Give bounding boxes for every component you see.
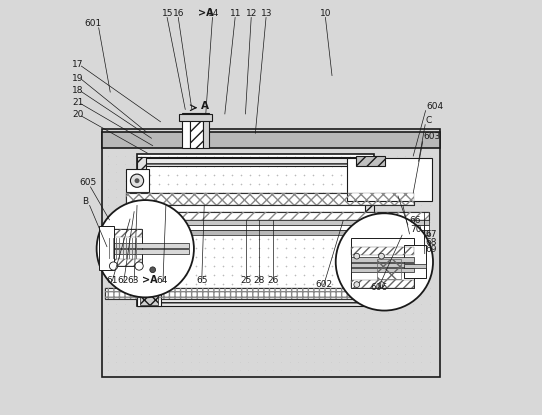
Bar xyxy=(126,212,429,220)
Circle shape xyxy=(135,262,143,270)
Text: 11: 11 xyxy=(230,9,241,18)
Circle shape xyxy=(96,200,194,298)
Bar xyxy=(105,229,143,237)
Circle shape xyxy=(354,282,360,288)
Circle shape xyxy=(354,253,360,259)
Bar xyxy=(347,158,432,201)
Bar xyxy=(404,264,427,268)
Circle shape xyxy=(109,262,118,270)
Circle shape xyxy=(145,262,160,277)
Text: 606: 606 xyxy=(370,283,387,292)
Circle shape xyxy=(150,267,156,273)
Text: 17: 17 xyxy=(72,60,84,69)
Circle shape xyxy=(335,213,433,310)
Bar xyxy=(103,243,189,248)
Text: 14: 14 xyxy=(208,9,220,18)
Text: 26: 26 xyxy=(268,276,279,285)
Text: 63: 63 xyxy=(127,276,139,285)
Text: 66: 66 xyxy=(409,216,421,225)
Text: 21: 21 xyxy=(72,98,83,107)
Bar xyxy=(137,154,374,306)
Bar xyxy=(126,220,429,225)
Text: 12: 12 xyxy=(246,9,257,18)
Bar xyxy=(203,113,209,148)
Text: 19: 19 xyxy=(72,73,84,83)
Bar xyxy=(105,259,143,266)
Bar xyxy=(126,193,415,205)
Bar xyxy=(351,257,415,261)
Text: 603: 603 xyxy=(423,132,441,142)
Bar xyxy=(137,298,374,306)
Text: 69: 69 xyxy=(425,245,437,254)
Bar xyxy=(126,193,415,205)
Text: 64: 64 xyxy=(157,276,168,285)
Bar xyxy=(190,113,203,148)
Bar xyxy=(126,230,429,235)
Bar xyxy=(137,157,146,306)
Text: 25: 25 xyxy=(240,276,251,285)
Text: 604: 604 xyxy=(427,102,444,110)
Circle shape xyxy=(131,174,144,187)
Bar xyxy=(99,226,114,270)
Bar xyxy=(351,263,415,267)
Bar xyxy=(105,229,143,266)
Text: 20: 20 xyxy=(72,110,83,119)
Bar xyxy=(377,259,401,279)
Text: 68: 68 xyxy=(425,238,437,247)
Bar xyxy=(105,288,369,299)
Bar xyxy=(351,238,415,288)
Text: 18: 18 xyxy=(72,86,84,95)
Text: 10: 10 xyxy=(320,9,331,18)
Bar xyxy=(126,169,149,192)
Bar xyxy=(137,283,161,306)
Text: B: B xyxy=(82,197,88,206)
Text: C: C xyxy=(425,116,432,125)
Bar xyxy=(404,245,427,278)
Text: 601: 601 xyxy=(85,19,102,28)
Text: 13: 13 xyxy=(261,9,272,18)
Text: 28: 28 xyxy=(254,276,265,285)
Bar xyxy=(182,113,190,148)
Text: 602: 602 xyxy=(315,280,333,289)
Bar xyxy=(126,225,429,230)
Bar xyxy=(351,268,415,272)
Text: 605: 605 xyxy=(79,178,96,187)
Bar xyxy=(356,156,385,166)
Bar xyxy=(102,132,440,148)
Text: 15: 15 xyxy=(162,9,173,18)
Text: >A: >A xyxy=(143,275,158,285)
Text: 65: 65 xyxy=(196,276,208,285)
Bar xyxy=(102,129,440,376)
Bar xyxy=(137,157,374,166)
Text: 16: 16 xyxy=(173,9,184,18)
Bar xyxy=(140,284,158,305)
Text: A: A xyxy=(201,101,209,111)
Bar xyxy=(365,157,374,306)
Bar xyxy=(103,249,189,254)
Text: 62: 62 xyxy=(118,276,129,285)
Circle shape xyxy=(379,282,384,288)
Circle shape xyxy=(134,178,139,183)
Text: 61: 61 xyxy=(106,276,118,285)
Bar xyxy=(351,281,415,288)
Text: 67: 67 xyxy=(425,230,437,239)
Bar xyxy=(179,114,212,121)
Bar xyxy=(351,247,415,255)
Text: 70: 70 xyxy=(410,225,422,234)
Bar xyxy=(137,258,161,282)
Bar xyxy=(126,212,429,220)
Text: >A: >A xyxy=(198,8,213,18)
Circle shape xyxy=(379,253,384,259)
Bar xyxy=(105,288,369,299)
